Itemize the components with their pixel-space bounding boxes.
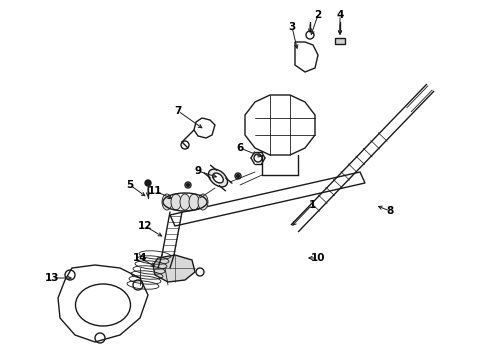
Text: 7: 7 — [174, 106, 182, 116]
Text: 12: 12 — [138, 221, 152, 231]
Text: 1: 1 — [308, 200, 315, 210]
Ellipse shape — [198, 194, 207, 210]
Circle shape — [186, 184, 189, 186]
Text: 14: 14 — [132, 253, 147, 263]
Text: 10: 10 — [310, 253, 325, 263]
Circle shape — [145, 180, 151, 186]
Text: 2: 2 — [314, 10, 321, 20]
Text: 3: 3 — [288, 22, 295, 32]
Circle shape — [236, 175, 239, 177]
Text: 5: 5 — [126, 180, 133, 190]
Polygon shape — [334, 38, 345, 44]
Ellipse shape — [171, 194, 181, 210]
Ellipse shape — [208, 169, 227, 187]
Ellipse shape — [212, 173, 223, 183]
Ellipse shape — [180, 194, 190, 210]
Text: 11: 11 — [147, 186, 162, 196]
Text: 4: 4 — [336, 10, 343, 20]
Text: 9: 9 — [194, 166, 201, 176]
Text: 13: 13 — [45, 273, 59, 283]
Ellipse shape — [162, 194, 172, 210]
Circle shape — [253, 154, 262, 162]
Text: 6: 6 — [236, 143, 243, 153]
Ellipse shape — [189, 194, 199, 210]
Polygon shape — [153, 255, 195, 282]
Text: 8: 8 — [386, 206, 393, 216]
